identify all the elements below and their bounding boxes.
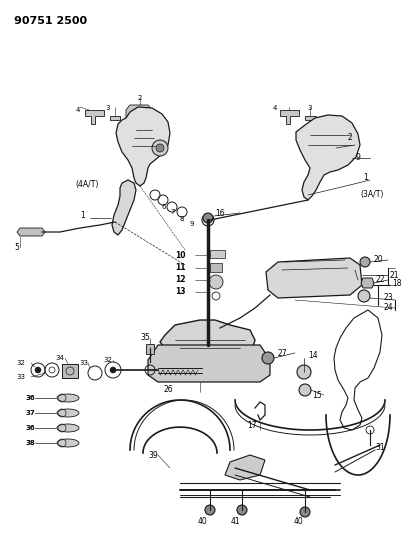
Circle shape: [358, 290, 370, 302]
Polygon shape: [210, 263, 222, 272]
Circle shape: [35, 367, 41, 373]
Text: 38: 38: [25, 440, 35, 446]
Polygon shape: [17, 228, 45, 236]
Polygon shape: [62, 364, 78, 378]
Text: (3A/T): (3A/T): [360, 190, 384, 199]
Polygon shape: [110, 116, 120, 120]
Circle shape: [262, 352, 274, 364]
Circle shape: [237, 505, 247, 515]
Text: 21: 21: [390, 271, 399, 279]
Text: 1: 1: [363, 173, 368, 182]
Ellipse shape: [57, 439, 79, 447]
Text: 35: 35: [140, 334, 150, 343]
Polygon shape: [296, 115, 360, 200]
Circle shape: [203, 213, 213, 223]
Polygon shape: [116, 107, 170, 186]
Text: 36: 36: [25, 425, 35, 431]
Text: 22: 22: [376, 276, 386, 285]
Text: 2: 2: [138, 95, 142, 101]
Text: 1: 1: [80, 211, 85, 220]
Circle shape: [209, 275, 223, 289]
Text: 18: 18: [392, 279, 401, 287]
Circle shape: [205, 505, 215, 515]
Text: 12: 12: [175, 276, 186, 285]
Ellipse shape: [57, 424, 79, 432]
Polygon shape: [266, 258, 362, 298]
Polygon shape: [160, 320, 255, 365]
Text: 11: 11: [175, 263, 186, 272]
Polygon shape: [210, 250, 225, 258]
Circle shape: [360, 257, 370, 267]
Text: 39: 39: [148, 450, 158, 459]
Text: 7: 7: [170, 209, 175, 215]
Polygon shape: [146, 344, 154, 354]
Text: 14: 14: [308, 351, 317, 359]
Text: 10: 10: [175, 251, 186, 260]
Text: 24: 24: [383, 303, 392, 312]
Text: 2: 2: [348, 133, 353, 142]
Polygon shape: [361, 278, 374, 288]
Polygon shape: [85, 110, 104, 124]
Text: 17: 17: [247, 421, 257, 430]
Text: 4: 4: [273, 105, 277, 111]
Text: 40: 40: [198, 518, 208, 527]
Text: 13: 13: [175, 287, 186, 296]
Text: 33: 33: [79, 360, 88, 366]
Polygon shape: [126, 105, 152, 125]
Circle shape: [110, 367, 116, 373]
Text: 9: 9: [189, 221, 193, 227]
Text: 34: 34: [55, 355, 64, 361]
Circle shape: [297, 365, 311, 379]
Text: 9: 9: [355, 154, 360, 163]
Text: 26: 26: [163, 385, 173, 394]
Text: 5: 5: [14, 244, 19, 253]
Circle shape: [299, 384, 311, 396]
Ellipse shape: [57, 394, 79, 402]
Text: 31: 31: [375, 442, 385, 451]
Text: 36: 36: [25, 395, 35, 401]
Text: 32: 32: [104, 357, 113, 363]
Text: 8: 8: [179, 216, 184, 222]
Polygon shape: [305, 116, 316, 120]
Text: 3: 3: [106, 105, 110, 111]
Text: 15: 15: [312, 391, 322, 400]
Text: 3: 3: [308, 105, 312, 111]
Text: 41: 41: [230, 518, 240, 527]
Polygon shape: [112, 180, 136, 235]
Ellipse shape: [57, 409, 79, 417]
Text: 37: 37: [25, 410, 35, 416]
Circle shape: [300, 507, 310, 517]
Polygon shape: [225, 455, 265, 480]
Text: 20: 20: [374, 255, 384, 264]
Text: 23: 23: [383, 293, 392, 302]
Text: 27: 27: [278, 349, 288, 358]
Text: 90751 2500: 90751 2500: [14, 16, 87, 26]
Text: 40: 40: [293, 518, 303, 527]
Polygon shape: [148, 345, 270, 382]
Circle shape: [152, 140, 168, 156]
Text: 33: 33: [16, 374, 25, 380]
Text: 4: 4: [75, 107, 80, 113]
Text: 16: 16: [215, 208, 225, 217]
Text: (4A/T): (4A/T): [75, 181, 98, 190]
Circle shape: [156, 144, 164, 152]
Text: 6: 6: [162, 204, 166, 210]
Polygon shape: [280, 110, 299, 124]
Text: 32: 32: [16, 360, 25, 366]
